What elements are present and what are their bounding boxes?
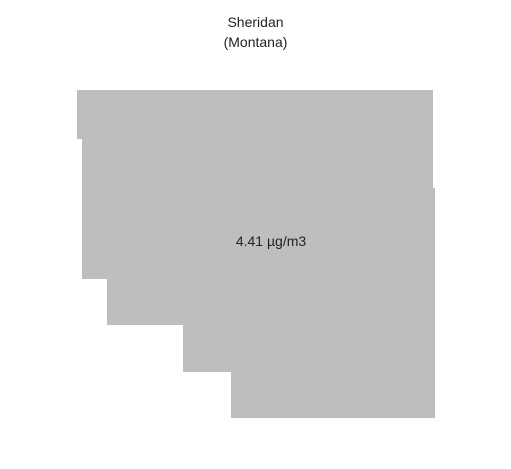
map-title-block: Sheridan (Montana)	[0, 12, 511, 52]
county-value-label: 4.41 µg/m3	[236, 233, 307, 249]
map-title: Sheridan	[227, 14, 284, 30]
county-region-sheridan[interactable]	[77, 90, 435, 418]
map-subtitle: (Montana)	[223, 34, 288, 50]
